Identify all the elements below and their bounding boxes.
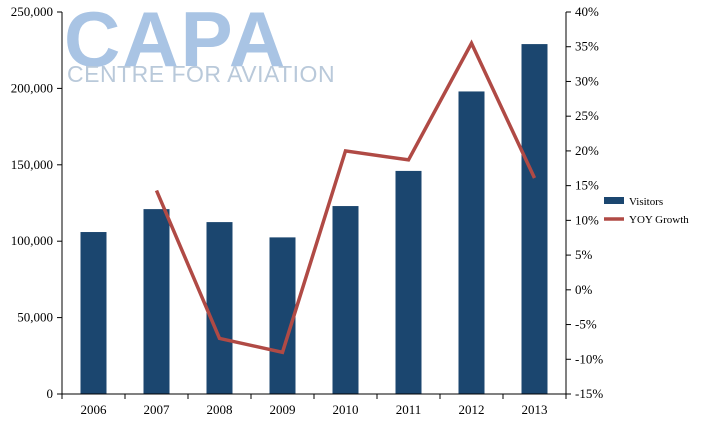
right-tick-label: -10% (575, 351, 603, 366)
logo-main-text: CAPA (64, 0, 287, 83)
bar-2012 (458, 91, 485, 395)
plot-area (80, 39, 548, 395)
right-tick-label: -15% (575, 386, 603, 401)
left-y-axis: 0 50,000 100,000 150,000 200,000 250,000 (11, 4, 63, 401)
right-tick-label: -5% (575, 317, 597, 332)
right-tick-label: 0% (575, 282, 593, 297)
bar-2009 (269, 237, 296, 394)
bar-2010 (332, 206, 359, 394)
right-tick-label: 25% (575, 108, 599, 123)
right-y-axis: -15% -10% -5% 0% 5% 10% 15% 20% 25% 30% 35% 40% (565, 4, 603, 401)
left-tick-label: 100,000 (11, 233, 53, 248)
left-tick-label: 150,000 (11, 157, 53, 172)
left-tick-label: 250,000 (11, 4, 53, 19)
legend: Visitors YOY Growth (604, 196, 689, 226)
right-tick-label: 10% (575, 212, 599, 227)
x-tick-label: 2010 (333, 402, 359, 417)
x-tick-label: 2006 (81, 402, 108, 417)
logo-sub-text: CENTRE FOR AVIATION (67, 61, 335, 87)
right-tick-label: 40% (575, 4, 599, 19)
x-tick-label: 2013 (522, 402, 548, 417)
bar-2007 (143, 209, 170, 394)
bar-2008 (206, 222, 233, 394)
right-tick-label: 15% (575, 178, 599, 193)
x-tick-label: 2009 (270, 402, 296, 417)
bar-2011 (395, 170, 422, 394)
legend-label-yoy: YOY Growth (629, 214, 689, 226)
bar-2006 (80, 232, 107, 394)
right-tick-label: 35% (575, 39, 599, 54)
bar-2013 (521, 44, 548, 394)
left-tick-label: 200,000 (11, 80, 53, 95)
left-tick-label: 50,000 (17, 310, 53, 325)
right-tick-label: 30% (575, 73, 599, 88)
left-tick-label: 0 (47, 386, 54, 401)
x-tick-label: 2012 (459, 402, 485, 417)
x-axis: 2006 2007 2008 2009 2010 2011 2012 2013 (61, 393, 567, 417)
legend-label-visitors: Visitors (629, 196, 663, 208)
right-tick-label: 5% (575, 247, 593, 262)
legend-swatch-visitors (604, 197, 624, 204)
right-tick-label: 20% (575, 143, 599, 158)
x-tick-label: 2007 (144, 402, 171, 417)
x-tick-label: 2011 (396, 402, 422, 417)
capa-logo: CAPA CENTRE FOR AVIATION (64, 0, 335, 87)
x-tick-label: 2008 (207, 402, 233, 417)
